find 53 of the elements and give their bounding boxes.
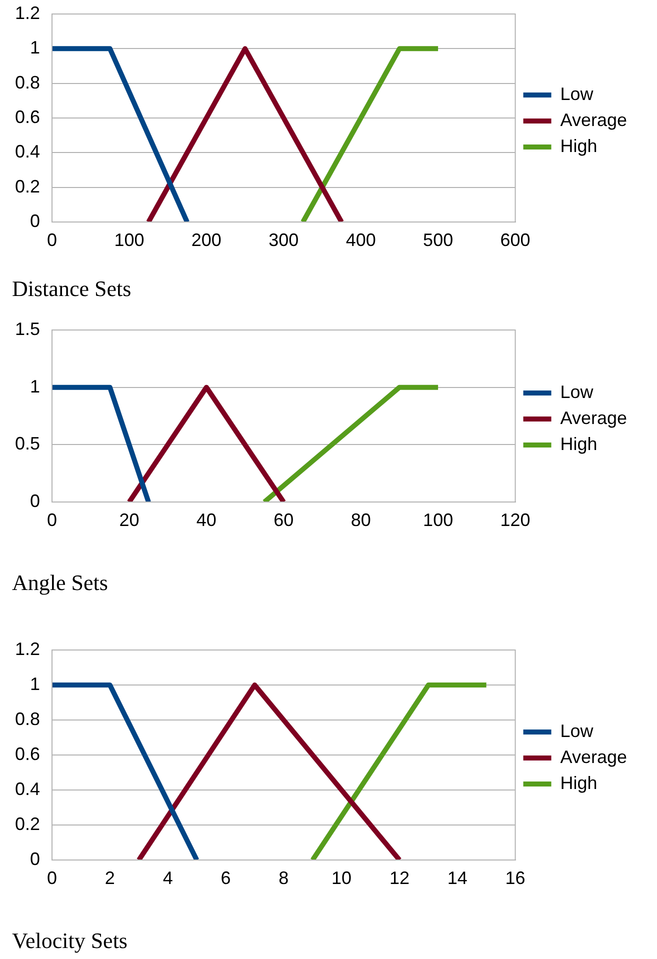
x-tick-label: 16 [505,868,526,888]
x-tick-label: 500 [423,230,454,250]
y-tick-label: 0.5 [14,434,40,454]
legend-label: Low [560,84,594,104]
x-tick-label: 100 [423,510,454,530]
x-tick-label: 12 [389,868,410,888]
x-tick-label: 80 [350,510,371,530]
legend-label: High [560,136,598,156]
x-tick-label: 0 [46,230,58,250]
y-tick-label: 0 [30,490,40,511]
x-tick-label: 4 [162,868,173,888]
x-tick-label: 300 [268,230,299,250]
legend-label: Low [560,382,594,402]
x-tick-label: 400 [346,230,376,250]
y-tick-label: 1 [30,38,40,58]
y-tick-label: 1.2 [14,2,40,23]
y-tick-label: 0.8 [14,708,40,729]
y-tick-label: 1.5 [14,318,40,339]
x-tick-label: 40 [196,510,216,530]
text: Angle Sets [12,570,108,596]
text: Velocity Sets [12,928,128,954]
x-tick-label: 0 [46,868,58,888]
x-tick-label: 200 [191,230,222,250]
legend-label: Average [560,746,627,767]
y-tick-label: 0.4 [14,778,40,799]
legend-label: High [560,434,598,454]
x-tick-label: 0 [46,510,58,530]
y-tick-label: 0 [30,210,40,231]
x-tick-label: 8 [278,868,289,888]
y-tick-label: 0.2 [14,814,40,834]
x-tick-label: 100 [114,230,144,250]
x-tick-label: 14 [447,868,468,888]
legend-label: Low [560,720,594,741]
text: Distance Sets [12,276,132,302]
y-tick-label: 0.6 [14,744,40,764]
y-tick-label: 1.2 [14,638,40,659]
x-tick-label: 6 [220,868,231,888]
y-tick-label: 0.6 [14,106,40,127]
legend-label: High [560,772,598,793]
x-tick-label: 20 [119,510,140,530]
y-tick-label: 0 [30,848,40,869]
x-tick-label: 10 [332,868,352,888]
y-tick-label: 1 [30,674,40,694]
x-tick-label: 2 [104,868,115,888]
legend-label: Average [560,408,627,428]
y-tick-label: 0.8 [14,72,40,92]
y-tick-label: 0.4 [14,142,40,162]
legend-label: Average [560,110,627,130]
x-tick-label: 60 [274,510,294,530]
y-tick-label: 0.2 [14,176,40,196]
y-tick-label: 1 [30,376,40,396]
x-tick-label: 120 [500,510,530,530]
x-tick-label: 600 [500,230,530,250]
